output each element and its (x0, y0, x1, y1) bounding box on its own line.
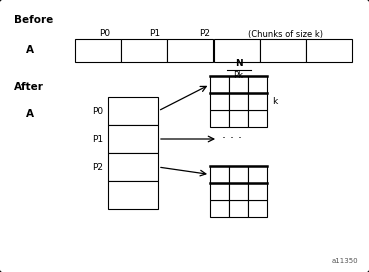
Bar (229, 166, 248, 183)
Bar (229, 183, 248, 200)
Text: P0: P0 (92, 107, 103, 116)
Bar (214, 39, 260, 62)
Bar (248, 166, 267, 183)
Bar (229, 110, 248, 127)
Bar (248, 200, 267, 217)
Bar (248, 110, 267, 127)
Text: · · ·: · · · (222, 132, 242, 146)
Bar (229, 200, 248, 217)
Bar (108, 125, 158, 153)
Text: (Chunks of size k): (Chunks of size k) (248, 29, 323, 39)
Text: k: k (272, 97, 277, 106)
Bar (248, 93, 267, 110)
Bar (306, 39, 352, 62)
Bar (210, 110, 229, 127)
Bar (210, 200, 229, 217)
Text: P1: P1 (92, 134, 103, 144)
Bar (108, 181, 158, 209)
Bar (260, 39, 306, 62)
Bar (108, 97, 158, 125)
Text: P2: P2 (200, 29, 210, 39)
Bar (210, 93, 229, 110)
Text: N: N (235, 59, 242, 68)
Text: A: A (26, 109, 34, 119)
Bar (167, 39, 214, 62)
Bar (121, 39, 167, 62)
Text: P0: P0 (99, 29, 111, 39)
Bar (229, 93, 248, 110)
Bar (75, 39, 121, 62)
Text: P2: P2 (92, 162, 103, 172)
Bar (108, 153, 158, 181)
Bar (210, 76, 229, 93)
Text: P1: P1 (149, 29, 161, 39)
Bar (210, 166, 229, 183)
Bar (229, 76, 248, 93)
Bar (210, 183, 229, 200)
Text: Pk: Pk (234, 71, 244, 80)
Text: a11350: a11350 (331, 258, 358, 264)
Text: After: After (14, 82, 44, 92)
Text: Before: Before (14, 15, 53, 25)
Bar (248, 76, 267, 93)
Text: A: A (26, 45, 34, 55)
Bar (248, 183, 267, 200)
